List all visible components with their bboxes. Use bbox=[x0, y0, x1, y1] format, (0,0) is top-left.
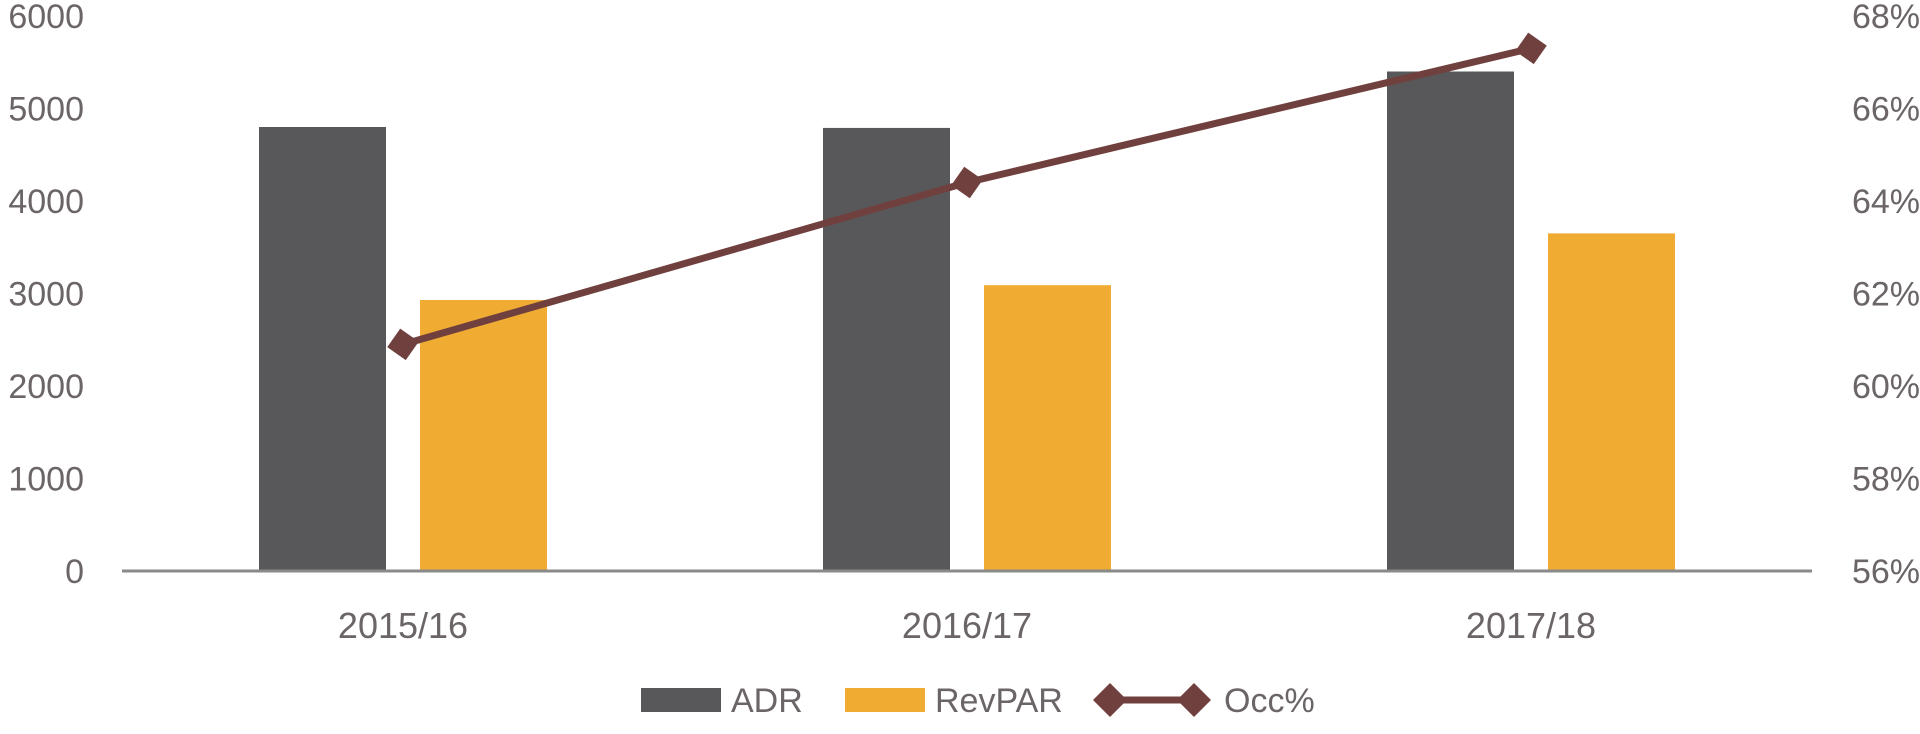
left-tick-label: 6000 bbox=[8, 0, 84, 36]
right-tick-label: 66% bbox=[1852, 91, 1920, 129]
right-tick-label: 58% bbox=[1852, 461, 1920, 499]
marker-occ-0 bbox=[387, 328, 419, 361]
category-label: 2016/17 bbox=[902, 605, 1032, 646]
right-tick-label: 62% bbox=[1852, 276, 1920, 314]
category-label: 2015/16 bbox=[338, 605, 468, 646]
bar-revpar-2 bbox=[1548, 233, 1675, 571]
legend-label-adr: ADR bbox=[731, 682, 803, 720]
bar-adr-1 bbox=[823, 127, 950, 572]
left-tick-label: 5000 bbox=[8, 91, 84, 129]
left-tick-label: 1000 bbox=[8, 461, 84, 499]
right-tick-label: 64% bbox=[1852, 183, 1920, 221]
legend-label-occ: Occ% bbox=[1224, 682, 1315, 720]
legend-swatch-revpar bbox=[845, 688, 925, 712]
left-tick-label: 2000 bbox=[8, 368, 84, 406]
bar-revpar-0 bbox=[420, 299, 547, 571]
legend-swatch-occ-marker-left bbox=[1093, 683, 1127, 717]
category-label: 2017/18 bbox=[1466, 605, 1596, 646]
right-tick-label: 68% bbox=[1852, 0, 1920, 36]
left-axis-ticks: 0 1000 2000 3000 4000 5000 6000 bbox=[8, 0, 84, 591]
line-occ bbox=[402, 44, 1532, 348]
legend-swatch-occ-marker-right bbox=[1177, 683, 1211, 717]
legend-swatch-adr bbox=[641, 688, 721, 712]
left-tick-label: 0 bbox=[65, 553, 84, 591]
bar-revpar-1 bbox=[984, 285, 1111, 571]
legend-label-revpar: RevPAR bbox=[935, 682, 1063, 720]
legend: ADR RevPAR Occ% bbox=[641, 682, 1315, 720]
marker-occ-1 bbox=[951, 166, 983, 199]
left-tick-label: 4000 bbox=[8, 183, 84, 221]
bars bbox=[259, 71, 1675, 572]
bar-adr-0 bbox=[259, 127, 386, 571]
right-axis-ticks: 56% 58% 60% 62% 64% 66% 68% bbox=[1852, 0, 1920, 591]
left-tick-label: 3000 bbox=[8, 276, 84, 314]
right-tick-label: 60% bbox=[1852, 368, 1920, 406]
line-series bbox=[387, 32, 1547, 361]
right-tick-label: 56% bbox=[1852, 553, 1920, 591]
bar-adr-2 bbox=[1387, 71, 1514, 571]
category-labels: 2015/16 2016/17 2017/18 bbox=[338, 605, 1596, 646]
marker-occ-2 bbox=[1515, 32, 1547, 65]
